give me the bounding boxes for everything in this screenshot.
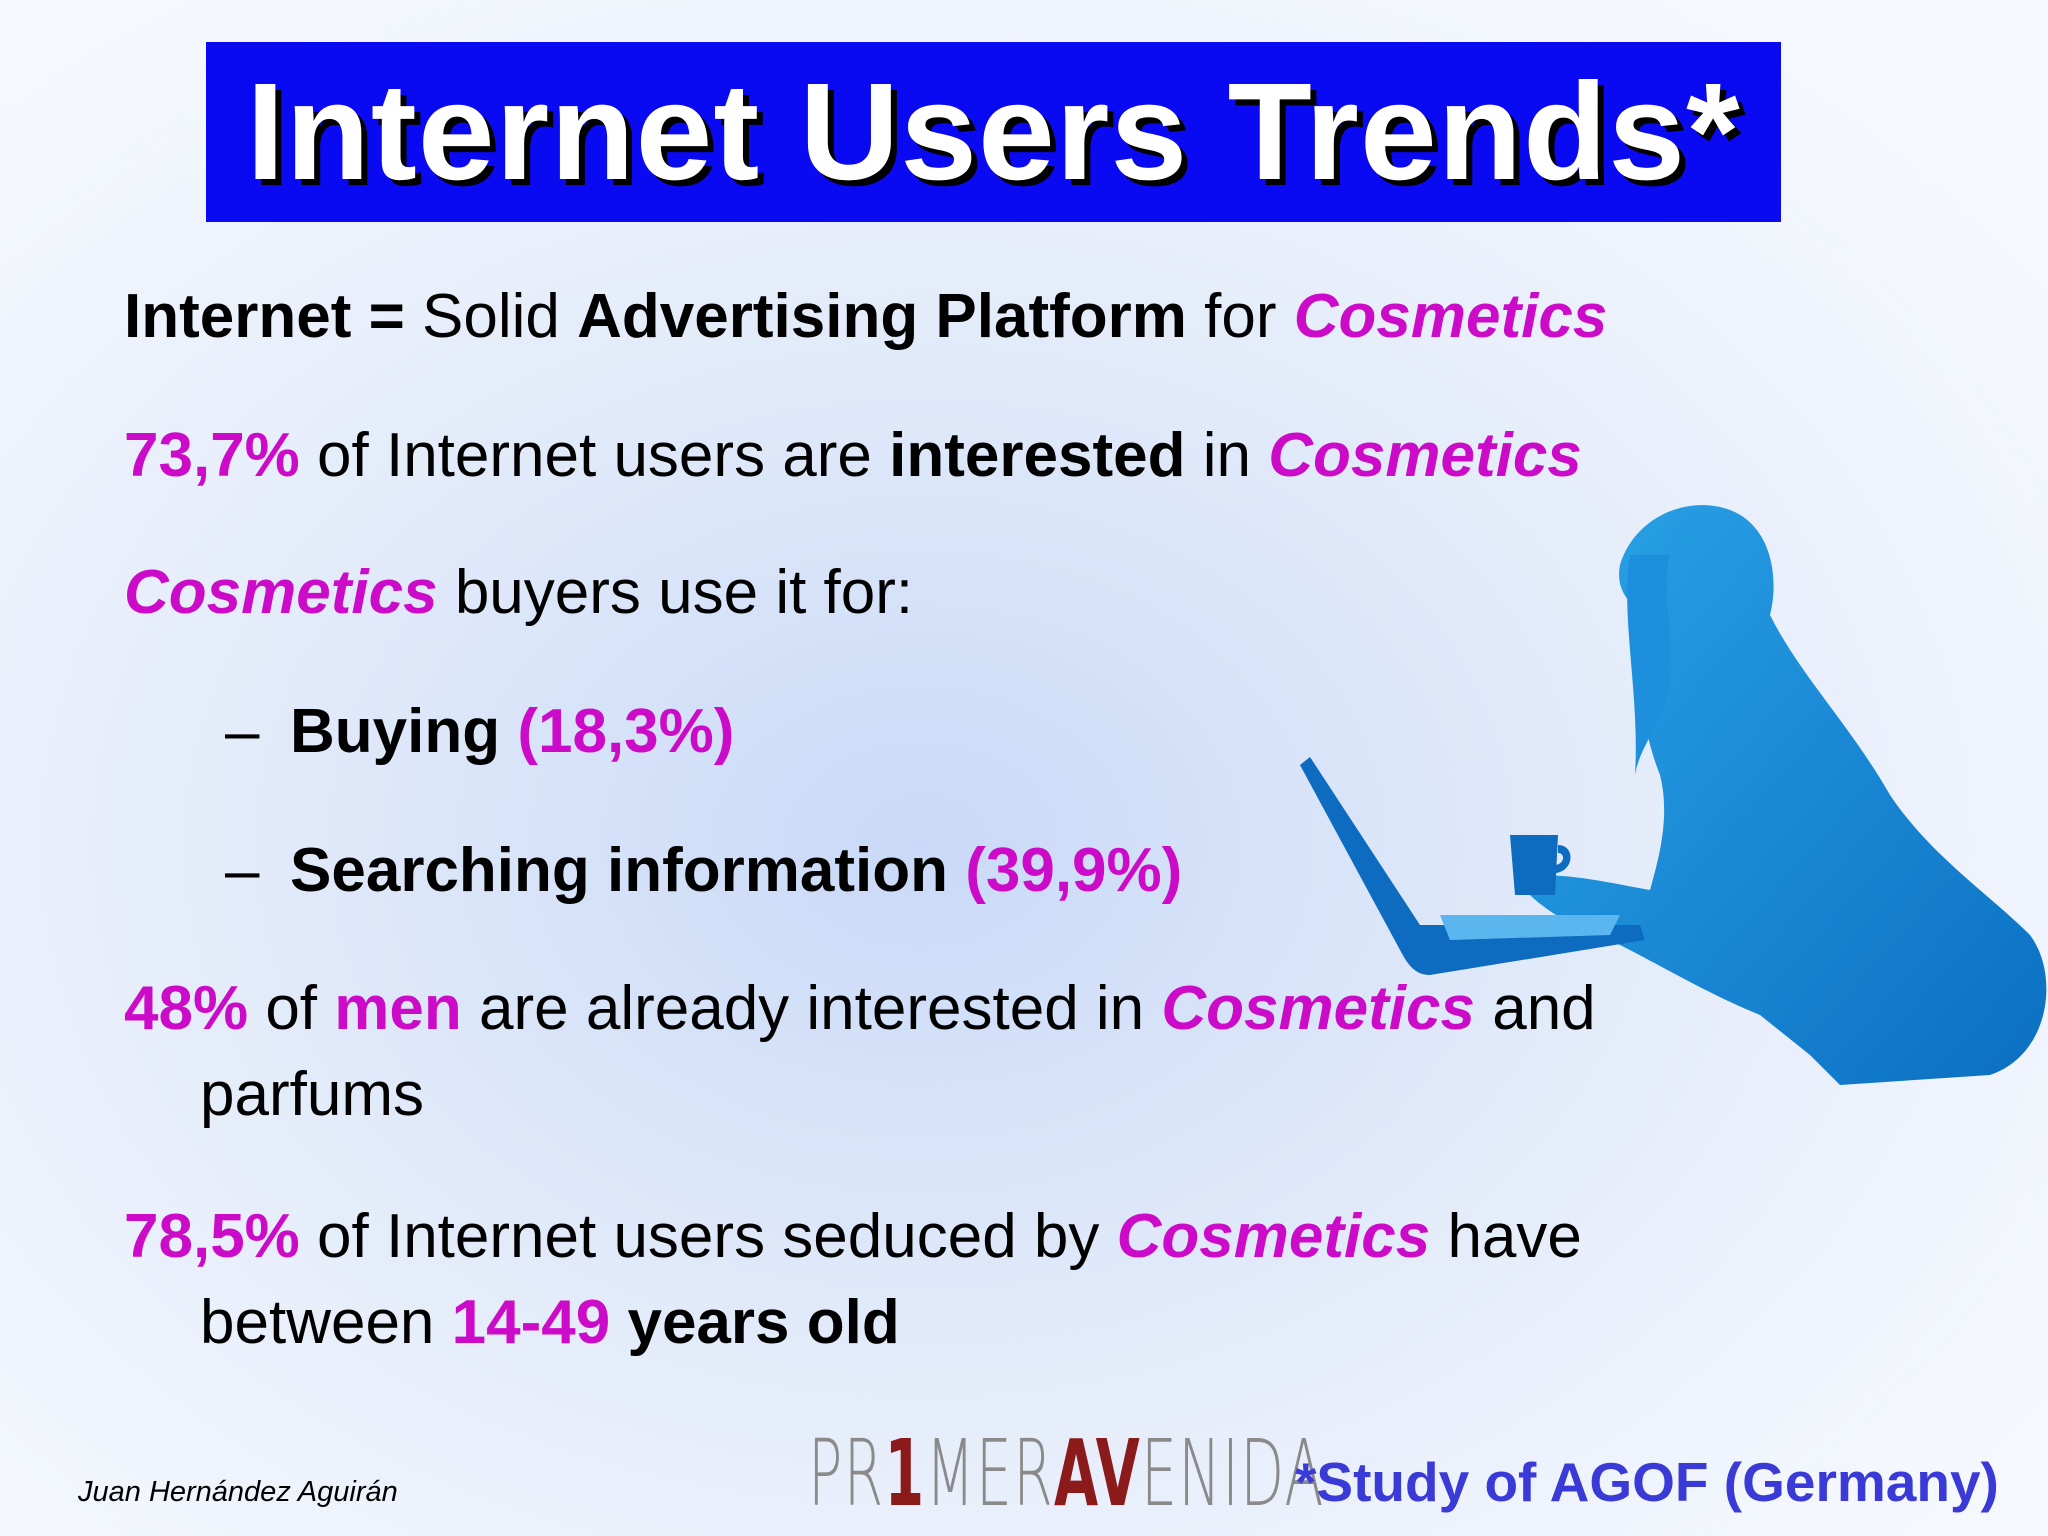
text-run: in xyxy=(1202,421,1251,490)
hair xyxy=(1627,555,1672,775)
title-banner: Internet Users Trends* xyxy=(206,42,1781,222)
bullet: 73,7% of Internet users are interested i… xyxy=(124,413,1804,499)
sub-bullet: – Searching information (39,9%) xyxy=(225,828,1182,914)
text-run: 14-49 xyxy=(451,1288,611,1357)
author: Juan Hernández Aguirán xyxy=(78,1476,398,1508)
text-run: of xyxy=(265,974,318,1043)
source-note: *Study of AGOF (Germany) xyxy=(1295,1451,1999,1513)
title: Internet Users Trends* xyxy=(246,54,1741,209)
text-run: and parfums xyxy=(200,974,1596,1129)
laptop xyxy=(1300,757,1645,975)
text-run: Cosmetics xyxy=(124,558,438,627)
text-run: Buying xyxy=(290,697,501,766)
text-run: Cosmetics xyxy=(1116,1202,1431,1271)
text-run: 73,7% xyxy=(124,421,300,490)
text-run: buyers use it for: xyxy=(454,558,914,627)
bullet: 78,5% of Internet users seduced by Cosme… xyxy=(124,1194,1804,1366)
dash: – xyxy=(225,836,260,905)
text-run: men xyxy=(334,974,462,1043)
text-run: for xyxy=(1204,282,1277,351)
text-run: years old xyxy=(627,1288,900,1357)
text-run: are already interested in xyxy=(479,974,1145,1043)
text-run: (39,9%) xyxy=(965,836,1183,905)
text-run: 48% xyxy=(124,974,249,1043)
text-run: (18,3%) xyxy=(517,697,735,766)
mug xyxy=(1510,835,1571,895)
text-run: Cosmetics xyxy=(1161,974,1475,1043)
text-run: Internet = xyxy=(124,282,405,351)
text-run: Cosmetics xyxy=(1293,282,1608,351)
bullet: Cosmetics buyers use it for: xyxy=(124,550,1804,636)
text-run: Advertising Platform xyxy=(577,282,1187,351)
text-run: Solid xyxy=(422,282,560,351)
sub-bullet: – Buying (18,3%) xyxy=(225,689,734,775)
logo-part: MER xyxy=(925,1420,1055,1527)
text-run: of Internet users are xyxy=(317,421,872,490)
text-run: 78,5% xyxy=(124,1202,300,1271)
logo-part: PR xyxy=(808,1420,885,1527)
bullet: 48% of men are already interested in Cos… xyxy=(124,966,1804,1138)
text-run: Cosmetics xyxy=(1268,421,1582,490)
text-run: of Internet users seduced by xyxy=(317,1202,1100,1271)
figure xyxy=(1530,505,2047,1086)
text-run: Searching information xyxy=(290,836,948,905)
laptop-screen xyxy=(1440,915,1620,940)
logo: PR1MERAVENIDA xyxy=(808,1420,1325,1527)
bullet: Internet = Solid Advertising Platform fo… xyxy=(124,274,1804,360)
logo-part: ENIDA xyxy=(1140,1420,1325,1527)
text-run: interested xyxy=(889,421,1186,490)
logo-part: 1 xyxy=(884,1420,926,1527)
logo-part: AV xyxy=(1054,1420,1141,1527)
woman-laptop-silhouette xyxy=(1300,505,2047,1086)
dash: – xyxy=(225,697,260,766)
text-run: have between xyxy=(200,1202,1582,1357)
